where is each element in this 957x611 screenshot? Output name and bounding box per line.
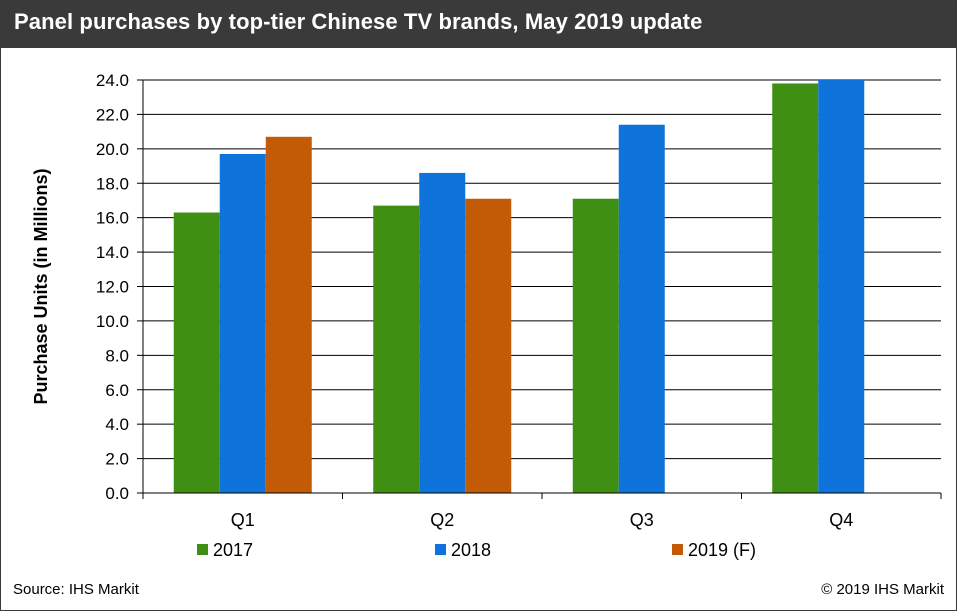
bar (173, 212, 220, 494)
y-tick-label: 10.0 (96, 312, 129, 331)
bar (572, 198, 619, 494)
chart-title: Panel purchases by top-tier Chinese TV b… (14, 9, 703, 34)
bar (618, 124, 665, 493)
legend-swatch (435, 544, 446, 555)
copyright-note: © 2019 IHS Markit (821, 581, 944, 598)
legend-swatch (672, 544, 683, 555)
y-tick-label: 16.0 (96, 209, 129, 228)
x-tick-label: Q3 (630, 510, 654, 530)
y-tick-label: 18.0 (96, 174, 129, 193)
bar (265, 136, 312, 493)
bar (373, 205, 420, 493)
y-tick-label: 2.0 (105, 450, 129, 469)
y-tick-label: 24.0 (96, 71, 129, 90)
y-tick-label: 4.0 (105, 415, 129, 434)
bar (419, 172, 466, 494)
bar (219, 153, 266, 493)
legend-swatch (197, 544, 208, 555)
bar (465, 198, 512, 494)
y-tick-label: 20.0 (96, 140, 129, 159)
legend-label: 2019 (F) (688, 540, 756, 560)
x-tick-label: Q4 (829, 510, 853, 530)
bar (772, 83, 819, 494)
x-tick-label: Q2 (430, 510, 454, 530)
y-tick-label: 22.0 (96, 105, 129, 124)
legend-label: 2018 (451, 540, 491, 560)
y-tick-label: 6.0 (105, 381, 129, 400)
x-tick-label: Q1 (231, 510, 255, 530)
title-bar: Panel purchases by top-tier Chinese TV b… (1, 1, 956, 48)
legend-label: 2017 (213, 540, 253, 560)
source-note: Source: IHS Markit (13, 581, 139, 598)
y-axis-label: Purchase Units (in Millions) (31, 168, 51, 404)
y-tick-label: 8.0 (105, 346, 129, 365)
y-tick-label: 12.0 (96, 278, 129, 297)
bar (818, 80, 865, 493)
y-tick-label: 0.0 (105, 484, 129, 503)
y-tick-label: 14.0 (96, 243, 129, 262)
